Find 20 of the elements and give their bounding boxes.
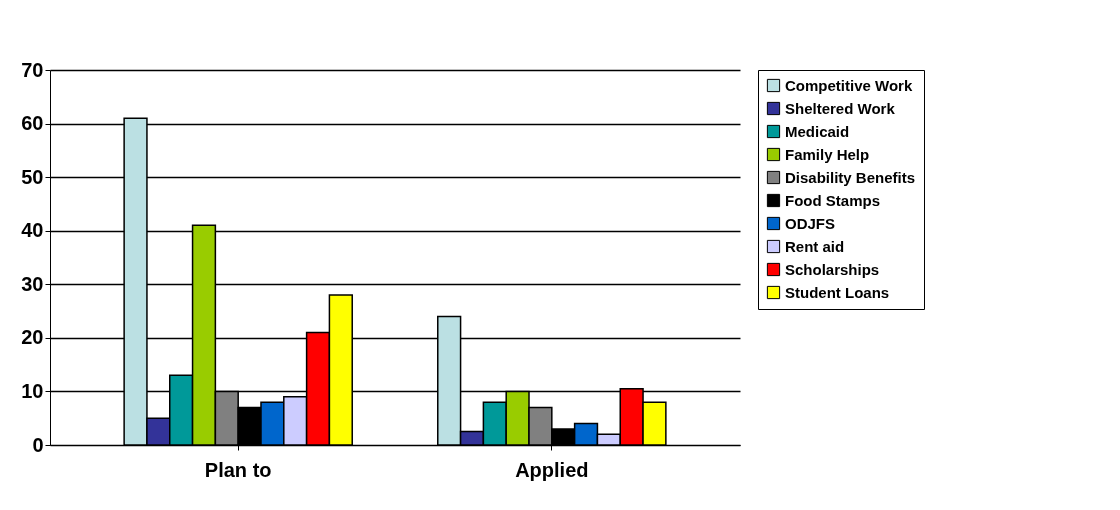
- legend-label: Medicaid: [785, 122, 850, 140]
- legend-label: ODJFS: [785, 214, 836, 232]
- y-tick-label: 60: [21, 112, 44, 135]
- legend-label: Food Stamps: [785, 191, 881, 209]
- legend-label: Scholarships: [785, 260, 880, 278]
- legend-label: Disability Benefits: [785, 168, 916, 186]
- y-tick-label: 40: [21, 219, 44, 242]
- y-tick-label: 70: [21, 58, 44, 81]
- legend-label: Competitive Work: [785, 76, 913, 94]
- y-tick-label: 10: [21, 379, 44, 402]
- legend-label: Sheltered Work: [785, 99, 896, 117]
- y-tick-label: 20: [21, 326, 44, 349]
- y-tick-label: 50: [21, 165, 44, 188]
- x-tick-label: Applied: [515, 458, 589, 481]
- legend-label: Student Loans: [785, 283, 890, 301]
- x-tick-label: Plan to: [204, 458, 272, 481]
- legend-label: Rent aid: [785, 237, 845, 255]
- y-tick-label: 30: [21, 272, 44, 295]
- legend-label: Family Help: [785, 145, 870, 163]
- y-tick-label: 0: [32, 433, 44, 456]
